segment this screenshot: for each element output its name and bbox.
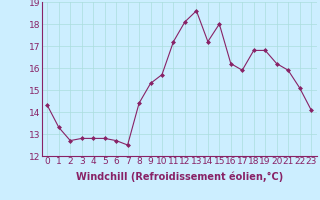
X-axis label: Windchill (Refroidissement éolien,°C): Windchill (Refroidissement éolien,°C) — [76, 172, 283, 182]
